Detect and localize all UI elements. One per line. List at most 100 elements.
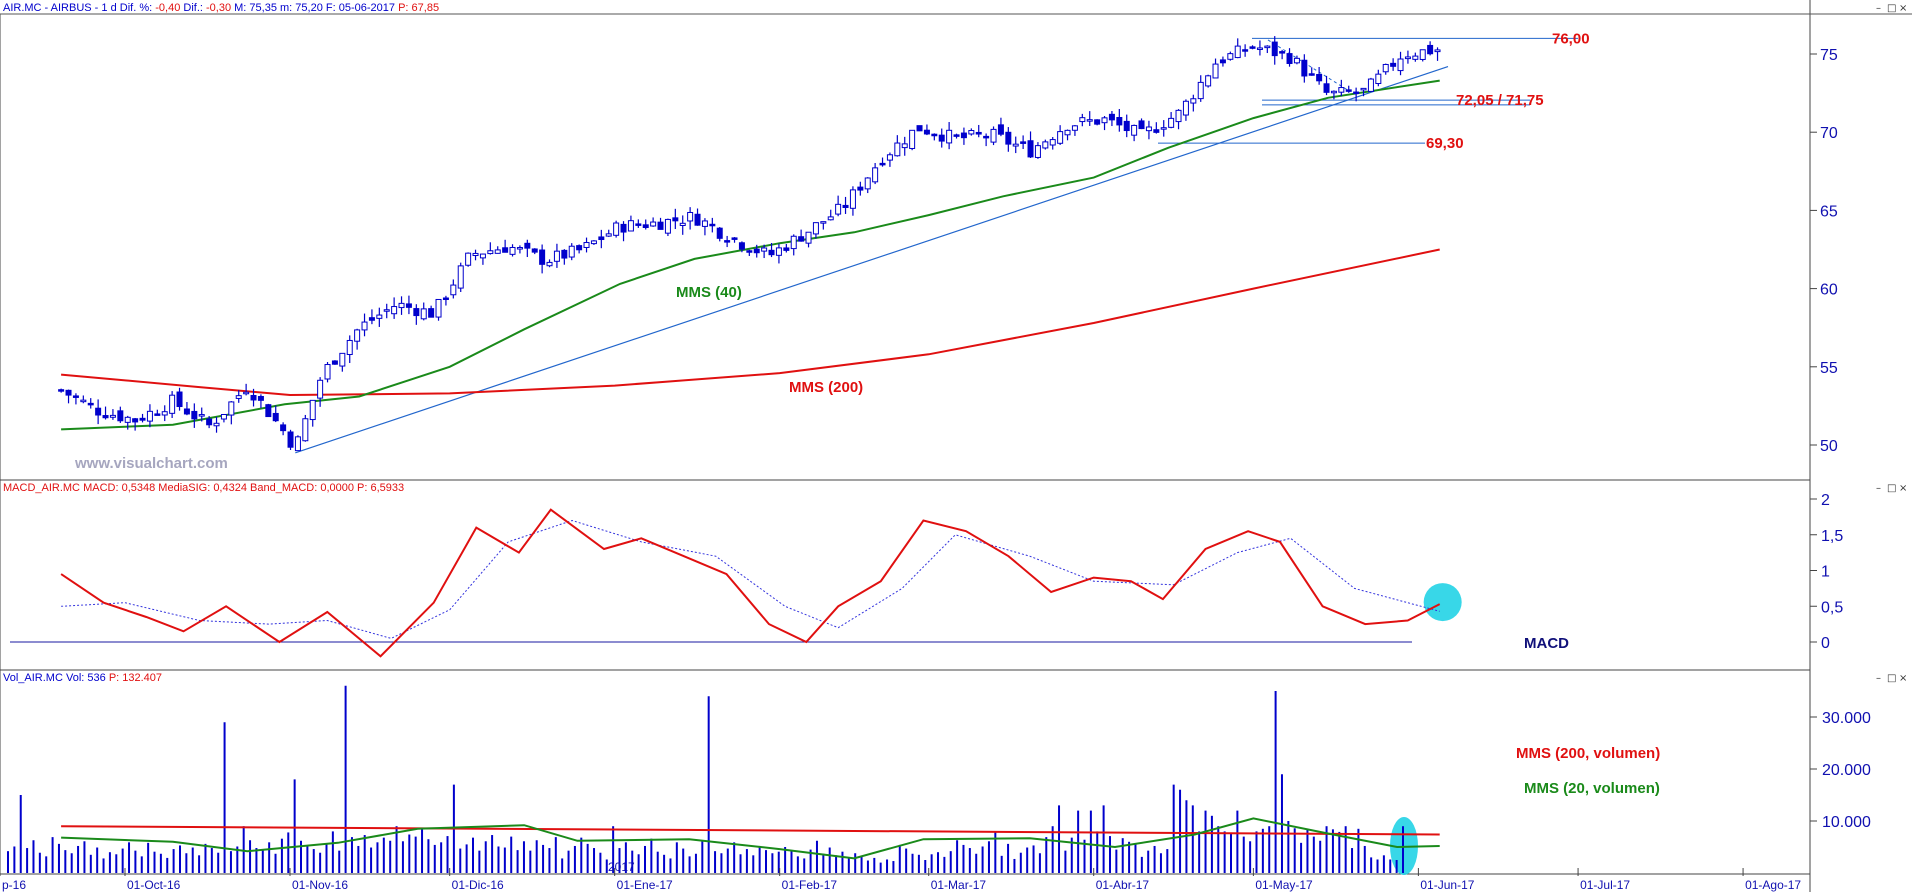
price-candle [946, 129, 953, 144]
price-candle [428, 308, 435, 318]
price-candle [642, 224, 649, 229]
volume-mms20-line [61, 817, 1440, 860]
price-candle [561, 249, 568, 259]
price-candle [872, 167, 879, 183]
price-candle [687, 211, 694, 222]
volume-window-buttons[interactable]: – □ × [1876, 673, 1907, 684]
price-candle [1205, 75, 1212, 87]
price-candle [650, 221, 657, 227]
macd-tick-label: 2 [1821, 492, 1830, 509]
price-candle [302, 418, 309, 442]
price-candle [960, 132, 967, 139]
price-candle [1234, 45, 1241, 59]
maximize-icon[interactable]: □ [1887, 3, 1896, 14]
price-candle [132, 418, 139, 423]
price-candle [487, 250, 494, 255]
price-candle [391, 306, 398, 315]
price-candle [598, 236, 605, 241]
macd-tick-label: 1 [1821, 564, 1830, 581]
price-candle [1390, 62, 1397, 67]
price-candle [235, 395, 242, 399]
price-candle [672, 217, 679, 222]
price-candle [457, 265, 464, 289]
price-candle [472, 252, 479, 257]
minimize-icon[interactable]: – [1876, 3, 1881, 14]
price-candle [716, 227, 723, 239]
price-candle [183, 408, 190, 415]
price-candle [635, 223, 642, 226]
pennant-line [1267, 39, 1351, 92]
price-candle [1301, 59, 1308, 77]
x-tick-label: 01-Jun-17 [1420, 878, 1474, 892]
trend-line [295, 65, 1449, 454]
price-candle [109, 414, 116, 418]
price-candle [161, 411, 168, 416]
price-panel-frame [0, 13, 1811, 481]
price-candle [1375, 73, 1382, 85]
price-candle [1271, 41, 1278, 57]
price-candle [1264, 45, 1271, 49]
price-candle [1404, 56, 1411, 60]
price-candle [1427, 44, 1434, 55]
price-candle [257, 395, 264, 401]
price-candle [775, 247, 782, 256]
price-window-buttons[interactable]: – □ × [1876, 3, 1907, 14]
macd-panel-frame [0, 479, 1811, 671]
price-candle [679, 222, 686, 226]
price-candle [1434, 49, 1441, 53]
macd-line [60, 508, 1441, 658]
price-candle [553, 250, 560, 262]
price-candle [842, 204, 849, 208]
price-candle [1382, 63, 1389, 73]
price-candle [886, 154, 893, 161]
macd-window-buttons[interactable]: – □ × [1876, 483, 1907, 494]
price-candle [1293, 57, 1300, 64]
macd-tick-label: 1,5 [1821, 528, 1843, 545]
price-candle [398, 302, 405, 309]
price-candle [990, 128, 997, 143]
price-candle [243, 391, 250, 395]
price-candle [368, 317, 375, 321]
x-tick-label: 01-Oct-16 [127, 878, 181, 892]
price-candle [272, 412, 279, 422]
price-candle [1138, 120, 1145, 130]
price-tick-label: 75 [1820, 47, 1838, 64]
minimize-icon[interactable]: – [1876, 483, 1881, 494]
price-tick-label: 70 [1820, 125, 1838, 142]
price-candle [746, 250, 753, 253]
close-icon[interactable]: × [1899, 3, 1907, 14]
price-candle [1057, 131, 1064, 144]
macd-highlight [1423, 583, 1462, 622]
price-candle [724, 240, 731, 243]
price-candle [146, 410, 153, 422]
price-candle [790, 235, 797, 250]
macd-tick-label: 0,5 [1821, 599, 1843, 616]
volume-mms200-line [61, 825, 1440, 836]
price-candle [294, 436, 301, 452]
price-candle [102, 415, 109, 419]
volume-plot [7, 685, 1440, 875]
price-candle [124, 416, 131, 423]
price-candle [1197, 81, 1204, 100]
close-icon[interactable]: × [1899, 673, 1907, 684]
price-candle [539, 249, 546, 265]
price-candle [1190, 98, 1197, 104]
close-icon[interactable]: × [1899, 483, 1907, 494]
price-candle [354, 329, 361, 342]
mms40-line [61, 79, 1440, 431]
price-candle [812, 222, 819, 235]
price-candle [169, 394, 176, 414]
price-candle [465, 252, 472, 266]
minimize-icon[interactable]: – [1876, 673, 1881, 684]
price-candle [198, 414, 205, 417]
price-candle [280, 424, 287, 432]
price-candle [1419, 49, 1426, 60]
maximize-icon[interactable]: □ [1887, 483, 1896, 494]
price-candle [576, 245, 583, 251]
price-candle [331, 360, 338, 365]
price-candle [627, 220, 634, 232]
maximize-icon[interactable]: □ [1887, 673, 1896, 684]
mms200-line [61, 248, 1440, 397]
price-candle [1367, 78, 1374, 92]
